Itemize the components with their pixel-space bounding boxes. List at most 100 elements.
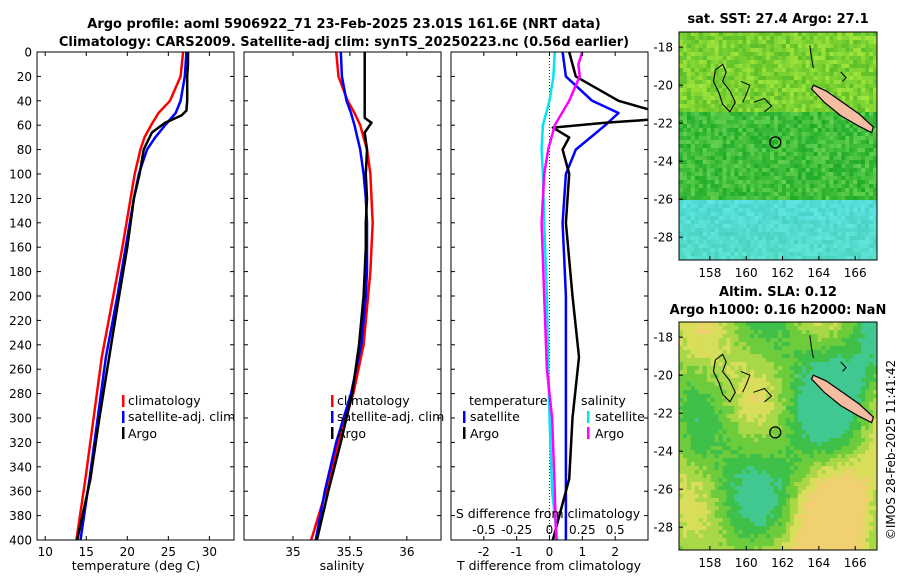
map-cell bbox=[861, 422, 866, 427]
map-cell bbox=[797, 200, 803, 205]
sst-map: 158 160 162 164 166-18-20-22-24-26-28 sat. S… bbox=[653, 12, 878, 280]
map-cell bbox=[742, 152, 747, 157]
map-cell bbox=[845, 204, 850, 209]
map-cell bbox=[746, 240, 751, 245]
map-cell bbox=[801, 112, 807, 117]
map-cell bbox=[865, 84, 870, 89]
map-cell bbox=[853, 414, 858, 419]
map-cell bbox=[762, 470, 767, 475]
map-cell bbox=[706, 140, 711, 145]
map-cell bbox=[813, 224, 818, 229]
map-cell bbox=[714, 160, 719, 165]
map-cell bbox=[793, 466, 799, 471]
map-cell bbox=[781, 48, 787, 53]
map-cell bbox=[865, 394, 870, 399]
map-cell bbox=[698, 418, 704, 423]
map-cell bbox=[686, 204, 692, 209]
map-cell bbox=[785, 338, 791, 343]
map-cell bbox=[793, 454, 799, 459]
map-cell bbox=[829, 88, 834, 93]
map-cell bbox=[809, 244, 814, 249]
map-cell bbox=[738, 48, 743, 53]
map-cell bbox=[679, 232, 684, 237]
map-cell bbox=[849, 248, 854, 253]
map-cell bbox=[865, 72, 870, 77]
map-cell bbox=[809, 482, 814, 487]
map-cell bbox=[841, 136, 846, 141]
map-cell bbox=[801, 32, 807, 37]
map-cell bbox=[690, 168, 696, 173]
map-cell bbox=[679, 220, 684, 225]
map-cell bbox=[845, 470, 850, 475]
map-cell bbox=[789, 470, 795, 475]
map-cell bbox=[865, 144, 870, 149]
map-cell bbox=[694, 104, 700, 109]
map-cell bbox=[718, 48, 723, 53]
map-cell bbox=[805, 256, 810, 260]
map-cell bbox=[809, 232, 814, 237]
map-cell bbox=[679, 342, 684, 347]
map-cell bbox=[821, 48, 826, 53]
map-cell bbox=[722, 56, 727, 61]
map-cell bbox=[833, 474, 838, 479]
map-cell bbox=[682, 438, 688, 443]
map-cell bbox=[679, 370, 684, 375]
map-cell bbox=[686, 422, 692, 427]
map-cell bbox=[766, 434, 771, 439]
map-cell bbox=[817, 68, 822, 73]
map-cell bbox=[829, 132, 834, 137]
map-cell bbox=[694, 32, 700, 37]
map-cell bbox=[797, 390, 803, 395]
map-cell bbox=[722, 100, 727, 105]
map-cell bbox=[742, 68, 747, 73]
map-cell bbox=[778, 378, 783, 383]
map-cell bbox=[778, 330, 783, 335]
map-cell bbox=[762, 88, 767, 93]
map-cell bbox=[770, 72, 775, 77]
map-cell bbox=[785, 96, 791, 101]
map-cell bbox=[809, 248, 814, 253]
map-cell bbox=[766, 112, 771, 117]
map-cell bbox=[722, 88, 727, 93]
map-cell bbox=[781, 92, 787, 97]
map-cell bbox=[817, 104, 822, 109]
map-cell bbox=[710, 164, 715, 169]
map-cell bbox=[754, 72, 759, 77]
map-cell bbox=[742, 418, 747, 423]
map-cell bbox=[722, 390, 727, 395]
map-cell bbox=[825, 248, 830, 253]
map-cell bbox=[726, 176, 731, 181]
map-cell bbox=[718, 216, 723, 221]
map-cell bbox=[682, 156, 688, 161]
map-cell bbox=[682, 80, 688, 85]
map-cell bbox=[778, 446, 783, 451]
map-cell bbox=[679, 402, 684, 407]
map-cell bbox=[833, 92, 838, 97]
map-cell bbox=[686, 406, 692, 411]
map-cell bbox=[841, 236, 846, 241]
map-cell bbox=[679, 104, 684, 109]
map-cell bbox=[718, 370, 723, 375]
map-cell bbox=[694, 390, 700, 395]
map-cell bbox=[730, 220, 735, 225]
map-cell bbox=[825, 462, 830, 467]
map-cell bbox=[698, 76, 704, 81]
map-cell bbox=[781, 236, 787, 241]
map-cell bbox=[785, 156, 791, 161]
map-cell bbox=[702, 128, 708, 133]
map-cell bbox=[762, 64, 767, 69]
map-cell bbox=[706, 72, 711, 77]
map-cell bbox=[770, 450, 775, 455]
map-cell bbox=[789, 482, 795, 487]
map-cell bbox=[714, 36, 719, 41]
map-cell bbox=[813, 40, 818, 45]
map-cell bbox=[702, 92, 708, 97]
map-cell bbox=[682, 36, 688, 41]
map-cell bbox=[734, 454, 739, 459]
map-cell bbox=[754, 172, 759, 177]
map-cell bbox=[789, 374, 795, 379]
map-cell bbox=[865, 374, 870, 379]
map-cell bbox=[861, 108, 866, 113]
map-cell bbox=[829, 354, 834, 359]
map-cell bbox=[766, 208, 771, 213]
